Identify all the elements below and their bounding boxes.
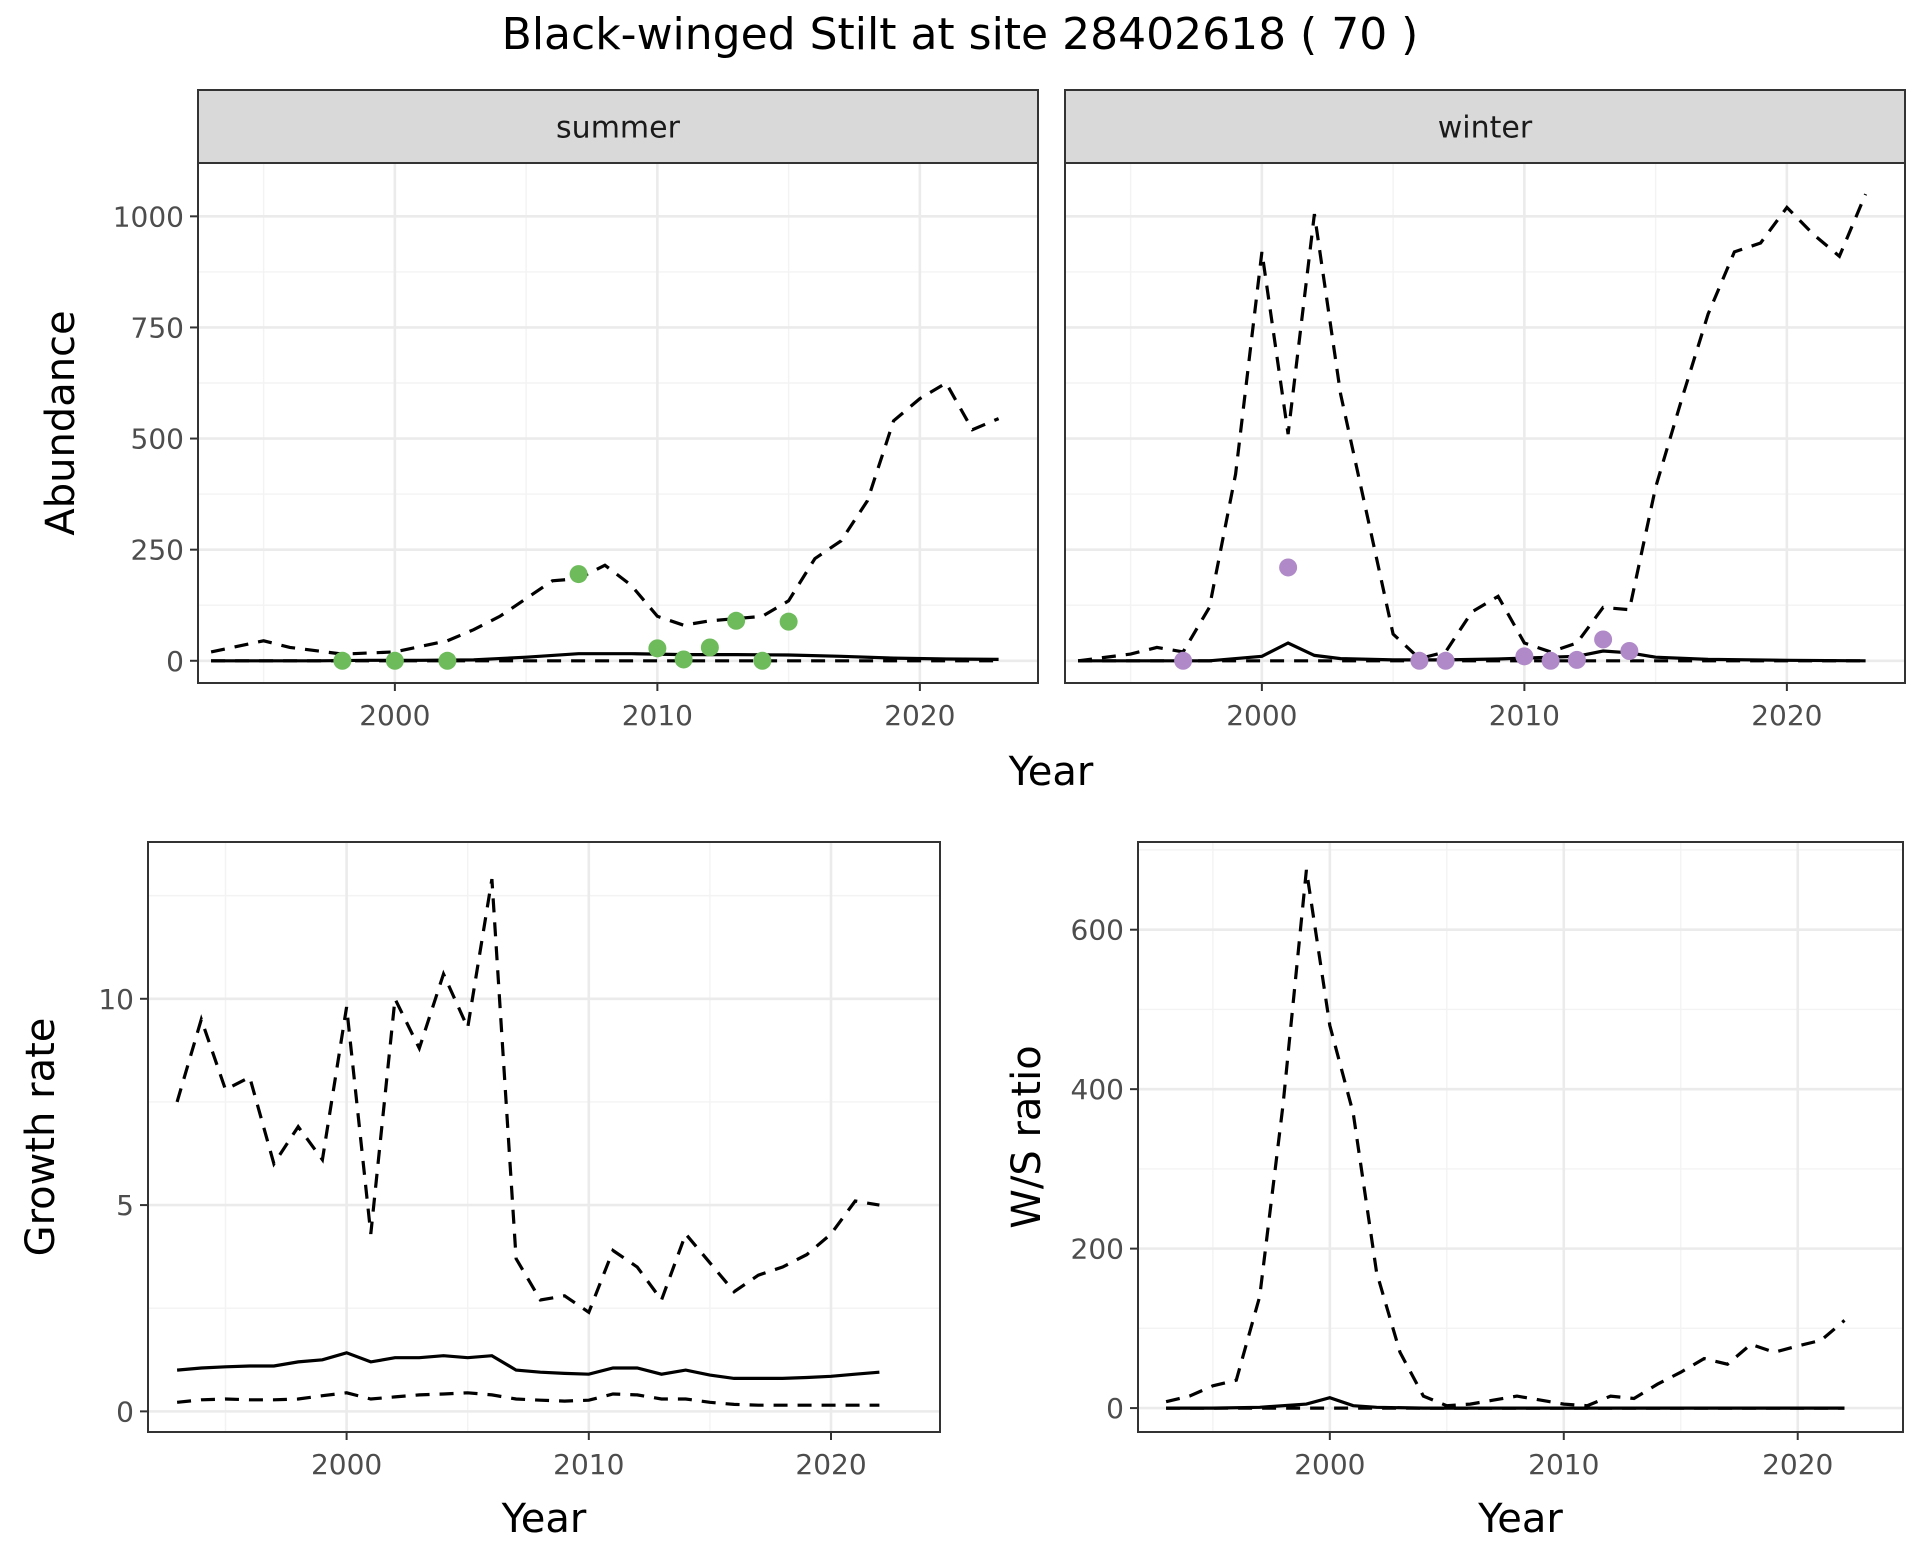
y-axis-title: Abundance	[38, 310, 84, 535]
y-tick-label: 200	[1071, 1233, 1124, 1266]
x-tick-label: 2000	[311, 1448, 382, 1481]
x-tick-label: 2000	[1294, 1448, 1365, 1481]
series-line-upper-bound	[1077, 193, 1868, 663]
y-axis-title: Growth rate	[18, 1018, 64, 1257]
y-tick-label: 500	[131, 423, 184, 456]
series-line-upper-bound	[1165, 869, 1846, 1408]
series-line-upper-bound	[175, 878, 880, 1315]
data-point	[1174, 651, 1193, 670]
data-point	[753, 651, 772, 670]
x-tick-label: 2010	[1528, 1448, 1599, 1481]
chart-panel-1: summer 2000 2010 2020 0 250 500 750 1000 Abundanc…	[38, 89, 1094, 795]
x-axis-title: Year	[1477, 1496, 1563, 1542]
figure-title: Black-winged Stilt at site 28402618 ( 70…	[502, 9, 1419, 60]
data-point	[648, 639, 667, 658]
data-point	[779, 612, 798, 631]
x-tick-label: 2010	[622, 699, 693, 732]
x-tick-label: 2020	[795, 1448, 866, 1481]
data-point	[1436, 651, 1455, 670]
chart-panel-2: winter 2000 2010 2020	[1064, 89, 1906, 732]
y-tick-label: 1000	[113, 200, 184, 233]
data-point	[1594, 630, 1613, 649]
data-point	[700, 638, 719, 657]
x-tick-label: 2020	[1762, 1448, 1833, 1481]
x-tick-label: 2020	[884, 699, 955, 732]
series-line-lower-bound	[176, 1391, 880, 1407]
y-tick-label: 10	[98, 983, 134, 1016]
data-point	[727, 611, 746, 630]
panel-border	[1137, 841, 1904, 1433]
y-tick-label: 250	[131, 534, 184, 567]
facet-label: summer	[556, 111, 681, 146]
data-point	[1410, 651, 1429, 670]
x-tick-label: 2010	[553, 1448, 624, 1481]
chart-panel-3: 2000 2010 2020 0 5 10 Growth rate Year	[18, 841, 941, 1542]
y-tick-label: 600	[1071, 914, 1124, 947]
x-tick-label: 2000	[1226, 699, 1297, 732]
series-group	[1077, 193, 1868, 670]
series-group	[1165, 869, 1846, 1410]
y-tick-label: 750	[131, 311, 184, 344]
series-line-estimate	[1078, 641, 1866, 663]
facet-strip	[197, 89, 1039, 164]
y-axis-title: W/S ratio	[1004, 1045, 1050, 1228]
data-point	[1541, 651, 1560, 670]
data-point	[569, 565, 588, 584]
x-tick-label: 2010	[1489, 699, 1560, 732]
x-tick-label: 2000	[359, 699, 430, 732]
facet-label: winter	[1438, 111, 1533, 146]
data-point	[385, 651, 404, 670]
series-line-estimate	[176, 1351, 880, 1380]
data-point	[438, 651, 457, 670]
y-tick-label: 0	[116, 1395, 134, 1428]
series-line-upper-bound	[210, 380, 1000, 656]
series-group	[210, 380, 1000, 670]
data-point	[333, 651, 352, 670]
data-point	[674, 650, 693, 669]
x-axis-title: Year	[1008, 749, 1094, 795]
data-point	[1620, 642, 1639, 660]
data-point	[1567, 650, 1586, 669]
data-point	[1515, 647, 1534, 666]
x-tick-label: 2020	[1751, 699, 1822, 732]
series-group	[175, 878, 880, 1407]
data-point	[1279, 558, 1298, 577]
facet-strip	[1064, 89, 1906, 164]
y-tick-label: 0	[1106, 1392, 1124, 1425]
y-tick-label: 0	[166, 645, 184, 678]
y-tick-label: 5	[116, 1189, 134, 1222]
panel-border	[147, 841, 941, 1433]
y-tick-label: 400	[1071, 1073, 1124, 1106]
x-axis-title: Year	[501, 1496, 587, 1542]
chart-panel-4: 2000 2010 2020 0 200 400 600 W/S ratio Year	[1004, 841, 1904, 1542]
